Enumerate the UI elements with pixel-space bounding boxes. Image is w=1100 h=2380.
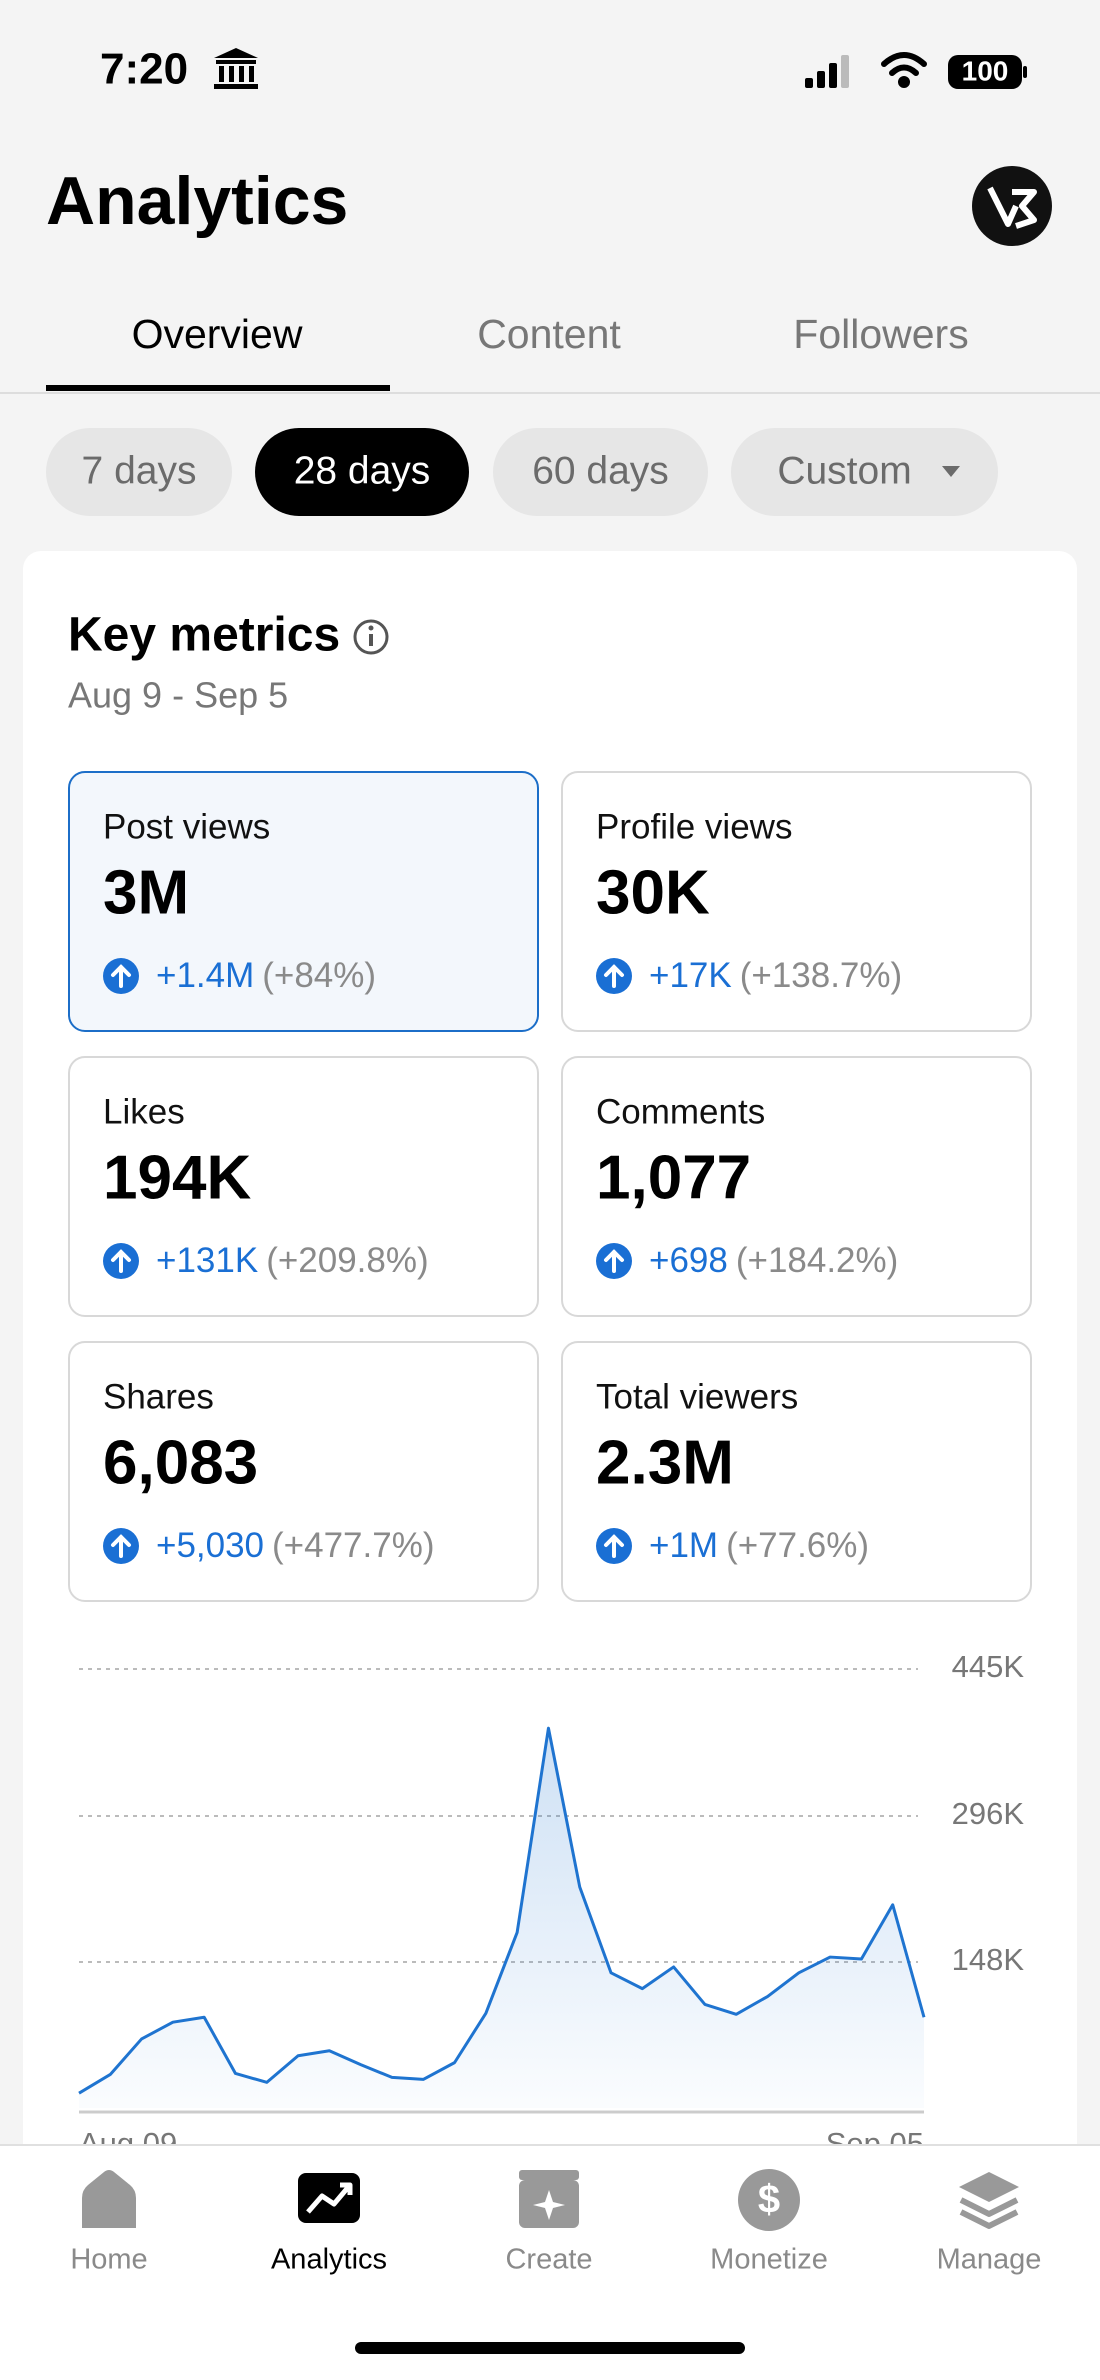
- range-pill[interactable]: [493, 428, 708, 516]
- nav-label[interactable]: Monetize: [710, 2244, 828, 2276]
- range-label: Custom: [777, 449, 911, 492]
- avatar-logo: [987, 186, 1037, 229]
- tab[interactable]: Content: [477, 311, 621, 357]
- metric-label: Comments: [596, 1092, 765, 1131]
- change-percent: (+138.7%): [740, 956, 902, 995]
- range-label: 60 days: [532, 449, 669, 492]
- y-tick-label: 445K: [952, 1649, 1025, 1684]
- date-range: Aug 9 - Sep 5: [68, 675, 288, 716]
- signal-icon: [805, 55, 849, 88]
- manage-icon: [959, 2172, 1019, 2202]
- nav-label[interactable]: Analytics: [271, 2244, 387, 2276]
- metric-label: Likes: [103, 1092, 185, 1131]
- up-arrow: [604, 1534, 624, 1558]
- tab[interactable]: Overview: [132, 311, 303, 357]
- y-tick-label: 296K: [952, 1796, 1025, 1831]
- change-amount: +1.4M: [156, 956, 254, 995]
- wifi-icon: [881, 52, 927, 88]
- battery-tip: [1023, 66, 1027, 78]
- bank-icon: [214, 48, 258, 89]
- up-arrow: [111, 1249, 131, 1273]
- metric-card[interactable]: [561, 771, 1032, 1032]
- change-percent: (+184.2%): [736, 1241, 898, 1280]
- metric-value: 3M: [103, 858, 189, 927]
- create-icon-top: [519, 2170, 579, 2180]
- create-icon-star: [533, 2190, 565, 2220]
- up-arrow: [604, 1249, 624, 1273]
- range-label: 7 days: [82, 449, 197, 492]
- range-label: 28 days: [294, 449, 431, 492]
- monetize-icon-glyph: $: [758, 2178, 780, 2222]
- change-amount: +1M: [649, 1526, 718, 1565]
- metric-value: 1,077: [596, 1143, 751, 1212]
- area: [79, 1728, 924, 2108]
- up-arrow: [111, 1534, 131, 1558]
- info-icon[interactable]: [353, 619, 389, 655]
- analytics-icon-line: [306, 2182, 353, 2214]
- change-percent: (+84%): [262, 956, 376, 995]
- metric-value: 2.3M: [596, 1428, 734, 1497]
- nav-label[interactable]: Home: [70, 2244, 147, 2276]
- dropdown-arrow: [942, 466, 960, 477]
- change-amount: +698: [649, 1241, 728, 1280]
- dynamic: Overview Content Followers 7 days 28 days 60 …: [46, 311, 1032, 2161]
- change-percent: (+477.7%): [272, 1526, 434, 1565]
- metric-change: +131K (+209.8%): [156, 1241, 429, 1280]
- metric-change: +1.4M (+84%): [156, 956, 376, 995]
- change-amount: +131K: [156, 1241, 258, 1280]
- tab[interactable]: Followers: [793, 311, 968, 357]
- y-tick-label: 148K: [952, 1942, 1025, 1977]
- nav-label[interactable]: Manage: [937, 2244, 1042, 2276]
- change-percent: (+77.6%): [726, 1526, 869, 1565]
- time: 7:20: [100, 45, 188, 94]
- section-title: Key metrics: [68, 609, 340, 662]
- nav-label[interactable]: Create: [505, 2244, 592, 2276]
- up-arrow: [111, 964, 131, 988]
- manage-icon-layers: [959, 2197, 1019, 2229]
- nav-bar: $ Home Analytics Create Monetize Manage: [0, 2144, 1100, 2380]
- page-title: Analytics: [46, 163, 348, 239]
- battery: [948, 55, 1022, 89]
- change-amount: +5,030: [156, 1526, 264, 1565]
- metric-value: 30K: [596, 858, 710, 927]
- home-indicator: [355, 2342, 745, 2354]
- metric-card[interactable]: [68, 1056, 539, 1317]
- range-pill[interactable]: [731, 428, 998, 516]
- metric-card[interactable]: [561, 1056, 1032, 1317]
- line: [78, 1726, 926, 2095]
- metric-value: 6,083: [103, 1428, 258, 1497]
- avatar[interactable]: [972, 166, 1052, 246]
- monetize-icon: [738, 2169, 800, 2231]
- metric-label: Post views: [103, 807, 270, 846]
- change-amount: +17K: [649, 956, 732, 995]
- change-percent: (+209.8%): [266, 1241, 428, 1280]
- metric-change: +698 (+184.2%): [649, 1241, 898, 1280]
- home-icon: [82, 2170, 136, 2228]
- up-arrow: [604, 964, 624, 988]
- metric-card[interactable]: [68, 771, 539, 1032]
- metric-card[interactable]: [561, 1341, 1032, 1602]
- metric-value: 194K: [103, 1143, 251, 1212]
- metric-label: Total viewers: [596, 1377, 798, 1416]
- battery-level: 100: [962, 55, 1009, 86]
- metric-label: Profile views: [596, 807, 792, 846]
- range-pill[interactable]: [46, 428, 232, 516]
- metric-change: +5,030 (+477.7%): [156, 1526, 435, 1565]
- range-pill[interactable]: [255, 428, 469, 516]
- metric-change: +1M (+77.6%): [649, 1526, 869, 1565]
- metric-card[interactable]: [68, 1341, 539, 1602]
- metric-label: Shares: [103, 1377, 214, 1416]
- tab-underline: [46, 385, 390, 391]
- metric-change: +17K (+138.7%): [649, 956, 902, 995]
